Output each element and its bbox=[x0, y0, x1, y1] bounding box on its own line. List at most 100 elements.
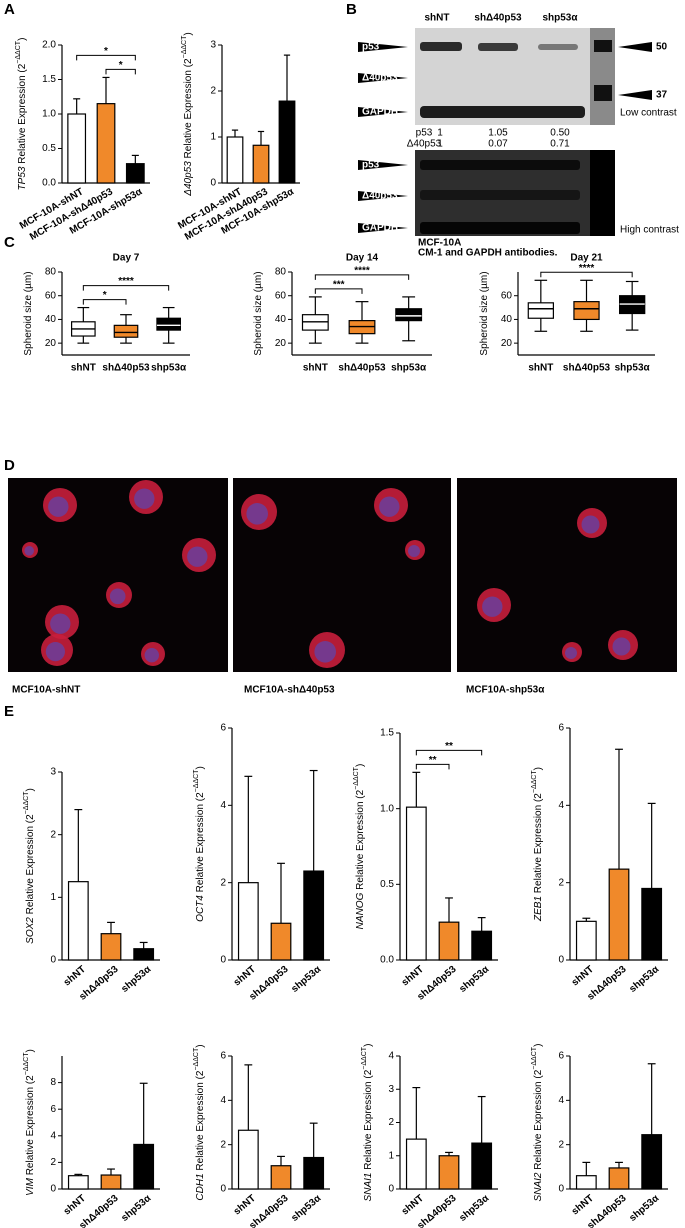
panel-label: E bbox=[4, 703, 14, 720]
y-label-part: −ΔΔCT bbox=[23, 1052, 30, 1075]
chart: 20 40 60 Spheroid size (µm) Day 21 shNT shΔ40p… bbox=[479, 253, 655, 374]
band bbox=[538, 44, 578, 50]
band bbox=[420, 106, 585, 118]
chart-title: Day 14 bbox=[346, 253, 379, 264]
chart: 0.0 0.5 1.0 1.5 NANOG Relative Expression (2… bbox=[353, 728, 498, 1003]
bar bbox=[133, 948, 155, 961]
y-label-part: −ΔΔCT bbox=[193, 769, 200, 792]
x-tick-label: shNT bbox=[71, 363, 96, 374]
bar bbox=[471, 1142, 493, 1190]
x-tick-label: shNT bbox=[232, 1193, 258, 1217]
bar bbox=[67, 1175, 89, 1190]
y-label-part: ) bbox=[183, 32, 194, 35]
y-tick-label: 0.5 bbox=[380, 879, 394, 890]
y-tick-label: 2.0 bbox=[42, 40, 56, 51]
y-label-part: −ΔΔCT bbox=[531, 770, 538, 793]
y-tick-label: 2 bbox=[210, 86, 216, 97]
bar bbox=[303, 1156, 325, 1190]
bar bbox=[471, 930, 493, 961]
y-label-part: Spheroid size (µm) bbox=[479, 271, 490, 355]
nucleus bbox=[581, 515, 600, 534]
y-tick-label: 0 bbox=[50, 1184, 56, 1195]
significance-label: ** bbox=[429, 755, 437, 766]
nucleus bbox=[48, 496, 69, 517]
bar bbox=[608, 1167, 630, 1190]
bar bbox=[438, 1155, 460, 1190]
y-label-part: TP53 bbox=[17, 166, 28, 190]
y-label-part: Relative Expression (2 bbox=[25, 814, 36, 917]
band-label: p53 bbox=[362, 42, 380, 53]
nucleus bbox=[408, 545, 420, 557]
band bbox=[420, 42, 462, 51]
nucleus bbox=[50, 613, 71, 634]
chart: 0 2 4 6 ZEB1 Relative Expression (2−ΔΔCT) shN… bbox=[531, 723, 668, 1003]
significance-label: **** bbox=[118, 276, 134, 287]
y-tick-label: 1 bbox=[388, 1150, 394, 1161]
y-axis-label: CDH1 Relative Expression (2−ΔΔCT) bbox=[193, 1044, 205, 1200]
y-tick-label: 1 bbox=[210, 132, 216, 143]
x-tick-label: shNT bbox=[400, 1193, 426, 1217]
bar bbox=[67, 881, 89, 961]
quant-value: 0.71 bbox=[550, 139, 570, 150]
y-tick-label: 60 bbox=[275, 290, 287, 301]
quant-label: Δ40p53 bbox=[407, 139, 442, 150]
significance-bracket bbox=[314, 274, 410, 280]
micrograph bbox=[457, 478, 677, 672]
quant-label: p53 bbox=[416, 128, 433, 139]
y-tick-label: 40 bbox=[275, 314, 287, 325]
y-label-part: −ΔΔCT bbox=[23, 791, 30, 814]
band bbox=[420, 160, 580, 170]
box bbox=[527, 302, 554, 319]
panel-label: B bbox=[346, 1, 357, 18]
nucleus bbox=[144, 648, 159, 663]
y-axis-label: SOX2 Relative Expression (2−ΔΔCT) bbox=[23, 788, 35, 944]
y-label-part: Relative Expression (2 bbox=[17, 63, 28, 166]
bar bbox=[237, 1129, 259, 1190]
y-tick-label: 0 bbox=[210, 178, 216, 189]
marker-label: 37 bbox=[656, 90, 668, 101]
marker-label: 50 bbox=[656, 42, 668, 53]
y-label-part: ) bbox=[195, 766, 206, 769]
panel-label: A bbox=[4, 1, 15, 18]
y-axis-label: ZEB1 Relative Expression (2−ΔΔCT) bbox=[531, 767, 543, 922]
y-label-part: Relative Expression (2 bbox=[533, 793, 544, 896]
x-tick-label: shp53α bbox=[289, 1192, 324, 1224]
y-tick-label: 6 bbox=[50, 1104, 56, 1115]
y-axis-label: SNAI1 Relative Expression (2−ΔΔCT) bbox=[361, 1044, 373, 1202]
y-tick-label: 1 bbox=[50, 892, 56, 903]
bar bbox=[125, 163, 145, 184]
y-tick-label: 40 bbox=[501, 314, 513, 325]
bar bbox=[575, 920, 597, 961]
western-blot: shNT shΔ40p53 shp53α p53 Δ40p53 GAPDH 50… bbox=[358, 13, 679, 259]
y-label-part: ) bbox=[533, 1044, 544, 1047]
nucleus bbox=[246, 503, 268, 525]
arrow bbox=[358, 191, 408, 201]
y-label-part: ) bbox=[363, 1044, 374, 1047]
y-tick-label: 6 bbox=[220, 1051, 226, 1062]
y-tick-label: 20 bbox=[45, 338, 57, 349]
significance-bracket bbox=[82, 285, 170, 291]
panel-label: C bbox=[4, 234, 15, 251]
ladder-band bbox=[594, 85, 612, 101]
y-label-part: NANOG bbox=[355, 892, 366, 929]
box bbox=[395, 308, 423, 322]
box bbox=[156, 317, 182, 331]
x-tick-label: shNT bbox=[232, 964, 258, 988]
x-tick-label: shp53α bbox=[289, 963, 324, 995]
x-tick-label: shp53α bbox=[627, 963, 662, 995]
significance-bracket bbox=[105, 68, 136, 75]
y-tick-label: 20 bbox=[275, 338, 287, 349]
bar bbox=[575, 1175, 597, 1190]
y-tick-label: 2 bbox=[388, 1117, 394, 1128]
significance-bracket bbox=[76, 54, 136, 61]
x-tick-label: shp53α bbox=[119, 963, 154, 995]
nucleus bbox=[45, 642, 65, 662]
y-tick-label: 4 bbox=[50, 1130, 56, 1141]
y-axis-label: VIM Relative Expression (2−ΔΔCT) bbox=[23, 1049, 35, 1196]
y-label-part: Relative Expression (2 bbox=[183, 58, 194, 161]
panel-label: D bbox=[4, 457, 15, 474]
y-tick-label: 8 bbox=[50, 1077, 56, 1088]
y-tick-label: 0 bbox=[558, 1184, 564, 1195]
y-tick-label: 1.0 bbox=[380, 803, 394, 814]
